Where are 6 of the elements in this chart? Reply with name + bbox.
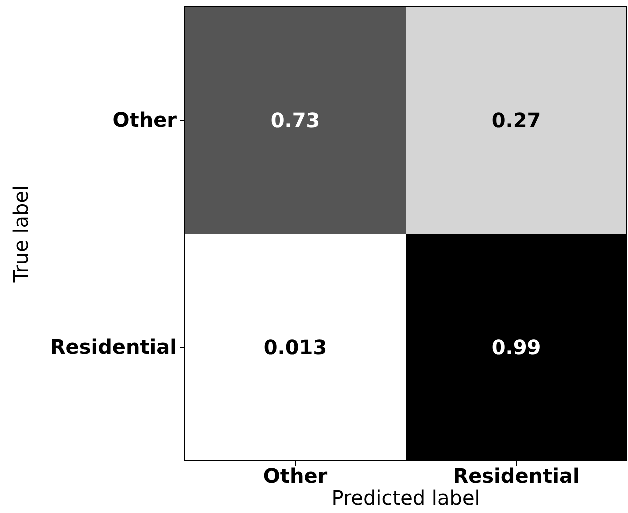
data-label: 0.27 <box>492 108 542 132</box>
data-label: 0.73 <box>270 108 320 132</box>
data-label: 0.013 <box>264 336 328 360</box>
y-axis-title: True label <box>9 185 33 284</box>
x-axis-title: Predicted label <box>332 486 480 510</box>
data-label: 0.99 <box>492 336 542 360</box>
